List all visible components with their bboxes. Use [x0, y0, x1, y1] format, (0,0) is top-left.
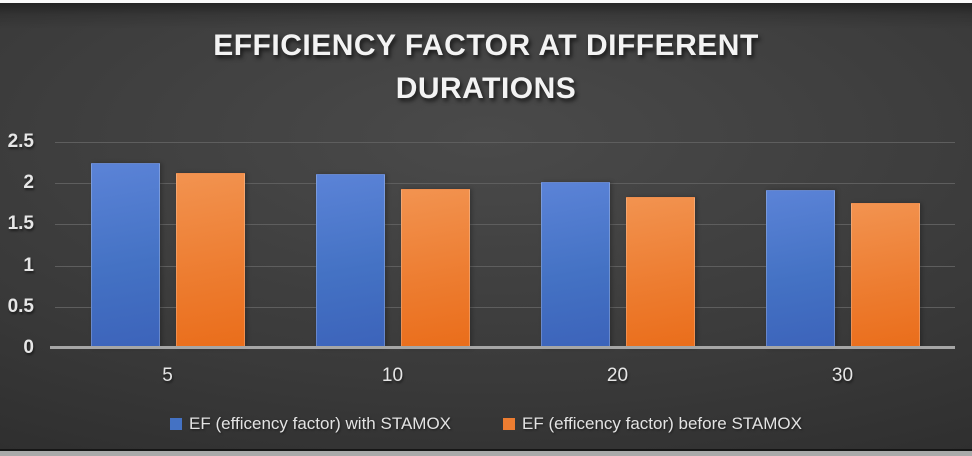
bar — [175, 172, 245, 348]
gridline — [55, 183, 955, 185]
legend-swatch — [170, 418, 183, 430]
bar-groups — [55, 142, 955, 348]
bar-group — [505, 142, 730, 348]
bar — [850, 202, 920, 348]
legend-label: EF (efficency factor) before STAMOX — [522, 414, 802, 433]
bar-group — [55, 142, 280, 348]
bar — [315, 174, 385, 348]
chart-title-text: EFFICIENCY FACTOR AT DIFFERENT DURATIONS — [213, 29, 759, 105]
bar — [400, 188, 470, 348]
legend-label: EF (efficency factor) with STAMOX — [189, 414, 452, 433]
y-axis-labels: 2.5 2 1.5 1 0.5 0 — [0, 131, 40, 358]
bar — [625, 197, 695, 348]
y-axis-tick-label: 2.5 — [7, 131, 34, 152]
x-axis-tick-label: 30 — [831, 365, 854, 386]
chart-legend: EF (efficency factor) with STAMOX EF (eff… — [0, 411, 972, 437]
legend-item: EF (efficency factor) before STAMOX — [503, 414, 802, 434]
bar — [540, 182, 610, 348]
x-axis-tick-label: 10 — [381, 365, 404, 386]
bar — [90, 162, 160, 348]
y-axis-tick-label: 1 — [23, 254, 34, 276]
x-axis-line — [50, 346, 955, 349]
top-edge-strip — [0, 0, 972, 3]
bar — [765, 189, 835, 348]
bar-group — [280, 142, 505, 348]
chart-title: EFFICIENCY FACTOR AT DIFFERENT DURATIONS — [0, 24, 972, 110]
gridline — [55, 224, 955, 226]
legend-swatch — [503, 418, 516, 430]
x-axis-tick-label: 20 — [606, 365, 629, 386]
y-axis-tick-label: 1.5 — [7, 213, 34, 235]
gridline — [55, 306, 955, 308]
bar-group — [730, 142, 955, 348]
plot-area — [50, 142, 955, 349]
legend-item: EF (efficency factor) with STAMOX — [170, 414, 451, 434]
y-axis-tick-label: 0 — [23, 337, 34, 358]
gridline — [55, 142, 955, 143]
chart-canvas: EFFICIENCY FACTOR AT DIFFERENT DURATIONS… — [0, 3, 972, 451]
bottom-edge-strip — [0, 449, 972, 456]
x-axis-labels: 5 10 20 30 — [55, 365, 955, 391]
gridline — [55, 265, 955, 267]
y-axis-tick-label: 0.5 — [7, 295, 34, 317]
x-axis-tick-label: 5 — [162, 365, 173, 386]
y-axis-tick-label: 2 — [23, 172, 34, 194]
